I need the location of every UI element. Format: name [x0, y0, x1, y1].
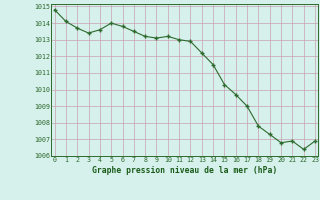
X-axis label: Graphe pression niveau de la mer (hPa): Graphe pression niveau de la mer (hPa) — [92, 166, 277, 175]
